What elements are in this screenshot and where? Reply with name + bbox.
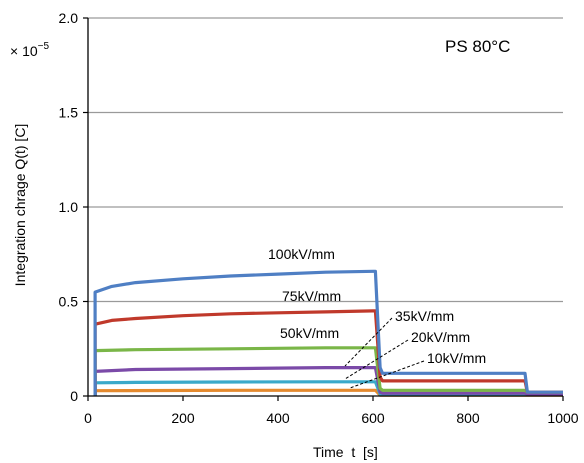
- series-label-100kv: 100kV/mm: [268, 246, 335, 262]
- leader-line-10kv: [349, 360, 425, 389]
- x-axis-title: Time t [s]: [313, 444, 378, 460]
- y-multiplier-exponent: −5: [38, 41, 50, 52]
- y-multiplier-base: × 10: [10, 43, 38, 59]
- grid-lines: [88, 17, 563, 303]
- y-axis-title: Integration chrage Q(t) [C]: [12, 124, 28, 287]
- y-tick-label: 1.5: [59, 105, 79, 121]
- series-label-75kv: 75kV/mm: [282, 288, 341, 304]
- series-line-75kv-mm: [93, 309, 563, 396]
- x-tick-label: 600: [361, 410, 385, 426]
- series-line-35kv-mm: [93, 366, 563, 396]
- series-line-50kv-mm: [93, 346, 563, 396]
- y-tick-label: 1.0: [59, 199, 79, 215]
- condition-annotation: PS 80°C: [445, 37, 510, 56]
- y-tick-label: 2.0: [59, 10, 79, 26]
- y-tick-label: 0: [70, 388, 78, 404]
- x-tick-label: 800: [456, 410, 480, 426]
- series-label-50kv: 50kV/mm: [280, 325, 339, 341]
- series-label-35kv: 35kV/mm: [395, 308, 454, 324]
- series-label-10kv: 10kV/mm: [427, 350, 486, 366]
- x-tick-label: 1000: [547, 410, 578, 426]
- x-tick-label: 200: [171, 410, 195, 426]
- data-series: [93, 269, 563, 397]
- y-axis-multiplier: × 10−5: [10, 41, 49, 59]
- axes: [83, 17, 564, 401]
- leader-line-35kv: [344, 317, 393, 367]
- series-label-20kv: 20kV/mm: [411, 329, 470, 345]
- y-tick-label: 0.5: [59, 294, 79, 310]
- x-tick-label: 400: [266, 410, 290, 426]
- tick-labels: 0 0.5 1.0 1.5 2.0 0 200 400 600 800 1000: [59, 10, 579, 426]
- leader-line-20kv: [344, 339, 409, 380]
- x-tick-label: 0: [84, 410, 92, 426]
- series-line-100kv-mm: [93, 269, 563, 396]
